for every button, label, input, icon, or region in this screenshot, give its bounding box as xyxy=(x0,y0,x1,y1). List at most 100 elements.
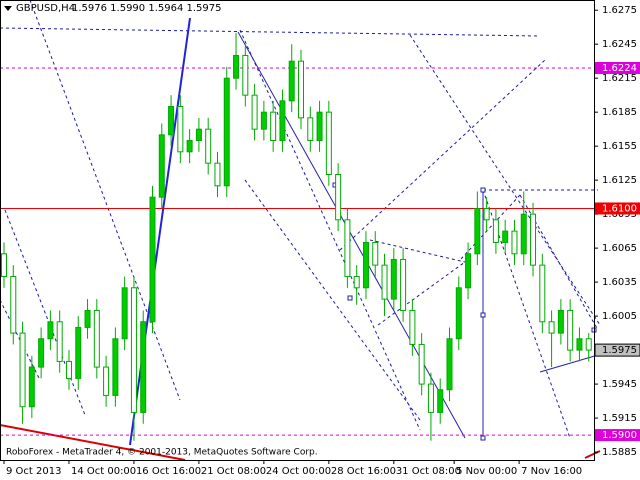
candle-body xyxy=(446,338,453,391)
candle-body xyxy=(223,77,230,187)
candle-body xyxy=(177,106,184,153)
candle-body xyxy=(465,253,472,289)
candle-body xyxy=(251,94,258,130)
y-tick-label: 1.6095 xyxy=(602,209,637,220)
candle-body xyxy=(400,258,407,311)
x-tick-label: 21 Oct 08:00 xyxy=(201,466,266,477)
y-tick-label: 1.6155 xyxy=(602,141,637,152)
candle-body xyxy=(539,264,546,323)
price-label: 1.6100 xyxy=(602,203,637,214)
candle-body xyxy=(502,230,509,243)
candle-body xyxy=(195,128,202,141)
candle-body xyxy=(372,241,379,266)
candle-body xyxy=(335,173,342,221)
candle-body xyxy=(316,111,323,141)
candle-body xyxy=(279,100,286,141)
candle-body xyxy=(344,219,351,277)
candle-body xyxy=(1,253,7,277)
candle-body xyxy=(325,111,332,175)
candle-body xyxy=(103,366,110,396)
x-tick-label: 7 Nov 16:00 xyxy=(521,466,582,477)
x-tick-label: 14 Oct 00:00 xyxy=(71,466,136,477)
candle-body xyxy=(186,139,193,153)
price-label-box xyxy=(595,202,640,215)
y-tick-label: 1.6215 xyxy=(602,73,637,84)
candle-body xyxy=(28,366,35,408)
candle-body xyxy=(455,287,462,340)
price-label: 1.5900 xyxy=(602,430,637,441)
x-tick-label: 24 Oct 00:00 xyxy=(266,466,331,477)
candle-body xyxy=(158,134,165,198)
candle-body xyxy=(130,287,137,413)
candle-body xyxy=(288,60,295,102)
candle-body xyxy=(168,106,175,136)
x-tick-label: 16 Oct 16:00 xyxy=(136,466,201,477)
y-tick-label: 1.6185 xyxy=(602,107,637,118)
candle-body xyxy=(530,213,537,266)
y-tick-label: 1.6275 xyxy=(602,5,637,16)
y-tick-label: 1.5945 xyxy=(602,379,637,390)
candle-body xyxy=(47,321,54,340)
price-label-box xyxy=(594,343,640,357)
candle-body xyxy=(427,383,434,413)
symbol-arrow xyxy=(4,6,12,11)
candle-body xyxy=(520,213,527,255)
candle-body xyxy=(140,321,147,413)
candle-body xyxy=(121,287,128,340)
y-tick-label: 1.6005 xyxy=(602,311,637,322)
candle-body xyxy=(353,275,360,289)
candle-body xyxy=(205,128,212,164)
y-tick-label: 1.5885 xyxy=(602,447,637,458)
candle-body xyxy=(84,309,91,328)
candle-body xyxy=(576,338,583,351)
copyright: RoboForex - MetaTrader 4, © 2001-2013, M… xyxy=(6,448,318,458)
price-label-box xyxy=(595,61,640,74)
candle-body xyxy=(381,264,388,300)
candle-body xyxy=(548,321,555,334)
x-tick-label: 9 Oct 2013 xyxy=(6,466,61,477)
plot xyxy=(0,32,594,441)
candle-body xyxy=(10,275,17,334)
y-tick-label: 1.6245 xyxy=(602,39,637,50)
candle-body xyxy=(93,309,100,368)
candle-body xyxy=(65,360,72,379)
plot-border xyxy=(0,0,595,461)
candle-body xyxy=(585,338,592,351)
candle-body xyxy=(19,332,26,408)
price-label: 1.6224 xyxy=(602,63,637,74)
candle-body xyxy=(56,321,63,362)
candle-body xyxy=(437,389,444,413)
candle-body xyxy=(270,111,277,141)
candle-body xyxy=(298,60,304,119)
y-tick-label: 1.6065 xyxy=(602,243,637,254)
candle-body xyxy=(362,241,369,289)
candle-body xyxy=(112,338,119,396)
candle-body xyxy=(409,309,416,345)
price-label: 1.5975 xyxy=(602,345,637,356)
candle-body xyxy=(418,343,425,385)
candle-body xyxy=(567,309,574,351)
x-tick-label: 28 Oct 16:00 xyxy=(331,466,396,477)
x-tick-label: 5 Nov 00:00 xyxy=(456,466,517,477)
candle-body xyxy=(149,196,156,323)
candle-body xyxy=(214,162,221,187)
candle-body xyxy=(307,117,314,141)
ohlc-readout: 1.5976 1.5990 1.5964 1.5975 xyxy=(72,3,222,14)
candle-body xyxy=(474,207,481,255)
candle-body xyxy=(557,309,564,334)
y-tick-label: 1.6125 xyxy=(602,175,637,186)
candle-body xyxy=(242,55,249,96)
candle-body xyxy=(38,338,45,368)
candle-body xyxy=(390,258,397,300)
x-tick-label: 31 Oct 08:00 xyxy=(396,466,461,477)
symbol-title: GBPUSD,H4 xyxy=(16,3,75,14)
y-tick-label: 1.6035 xyxy=(602,277,637,288)
price-label-box xyxy=(595,429,640,442)
candle-body xyxy=(75,326,82,379)
y-tick-label: 1.5915 xyxy=(602,413,637,424)
candle-body xyxy=(260,111,267,130)
candle-body xyxy=(233,55,240,79)
candle-body xyxy=(483,207,490,221)
